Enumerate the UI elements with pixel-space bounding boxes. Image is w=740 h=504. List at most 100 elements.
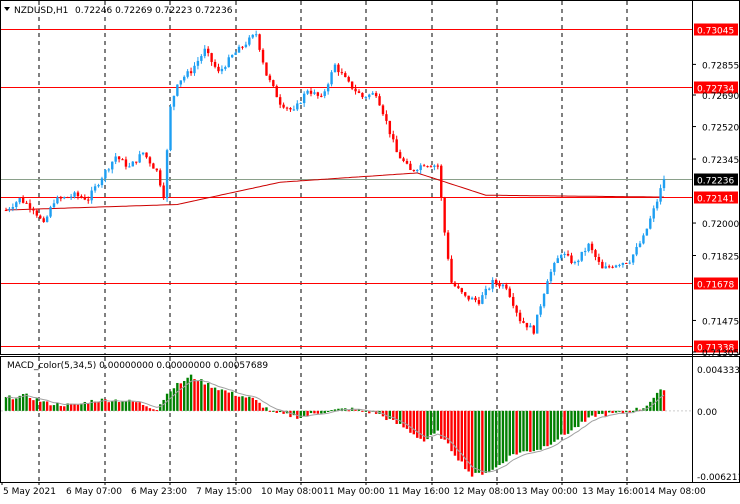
candle[interactable]	[559, 253, 563, 261]
candle[interactable]	[200, 54, 203, 64]
candle[interactable]	[254, 30, 258, 38]
candle[interactable]	[196, 57, 200, 70]
candle[interactable]	[289, 107, 292, 112]
candle[interactable]	[230, 54, 234, 59]
candle[interactable]	[635, 243, 638, 257]
candle[interactable]	[539, 304, 542, 318]
candle[interactable]	[69, 193, 73, 200]
candle[interactable]	[179, 80, 182, 87]
candle[interactable]	[11, 203, 15, 212]
candle[interactable]	[443, 196, 446, 236]
candle[interactable]	[395, 135, 398, 153]
candle[interactable]	[577, 259, 580, 266]
candle[interactable]	[532, 324, 535, 335]
candle[interactable]	[131, 160, 135, 167]
candle[interactable]	[645, 228, 649, 236]
candle[interactable]	[594, 248, 597, 261]
candle[interactable]	[248, 35, 251, 47]
candle[interactable]	[501, 283, 505, 289]
candle[interactable]	[638, 240, 642, 248]
candle[interactable]	[371, 91, 374, 95]
candle[interactable]	[535, 314, 539, 334]
candle[interactable]	[542, 292, 546, 309]
candle[interactable]	[39, 214, 42, 219]
candle[interactable]	[323, 89, 326, 99]
candle[interactable]	[258, 33, 261, 52]
candle[interactable]	[172, 95, 176, 111]
candle[interactable]	[659, 184, 662, 205]
candle[interactable]	[655, 199, 659, 211]
candle[interactable]	[529, 323, 532, 328]
candle[interactable]	[203, 45, 206, 59]
candle[interactable]	[481, 292, 484, 305]
candle[interactable]	[309, 87, 313, 97]
candle[interactable]	[330, 70, 333, 87]
candle[interactable]	[419, 163, 422, 174]
candle[interactable]	[467, 295, 470, 302]
candle[interactable]	[296, 100, 299, 112]
candle[interactable]	[505, 282, 508, 291]
candle[interactable]	[450, 255, 453, 284]
candle[interactable]	[90, 186, 93, 204]
candle[interactable]	[63, 196, 66, 200]
candle[interactable]	[446, 230, 450, 261]
candle[interactable]	[388, 120, 392, 138]
candle[interactable]	[155, 168, 158, 172]
candle[interactable]	[15, 201, 18, 211]
candle[interactable]	[49, 205, 52, 218]
candle[interactable]	[244, 41, 248, 49]
candle[interactable]	[498, 280, 501, 289]
candle[interactable]	[193, 62, 196, 76]
candle[interactable]	[642, 233, 645, 245]
candle[interactable]	[405, 158, 409, 165]
candle[interactable]	[518, 309, 522, 324]
candle[interactable]	[220, 65, 224, 75]
candle[interactable]	[217, 63, 220, 74]
candle[interactable]	[453, 280, 457, 288]
candle[interactable]	[21, 195, 25, 204]
candle[interactable]	[563, 251, 566, 259]
candle[interactable]	[162, 182, 165, 200]
candle[interactable]	[52, 199, 56, 209]
candle[interactable]	[583, 247, 587, 256]
candle[interactable]	[100, 176, 104, 188]
candle[interactable]	[234, 51, 237, 56]
candle[interactable]	[237, 44, 241, 53]
candle[interactable]	[275, 84, 278, 98]
candle[interactable]	[93, 183, 97, 193]
candle[interactable]	[440, 164, 443, 201]
candle[interactable]	[344, 71, 347, 78]
candle[interactable]	[607, 264, 611, 269]
candle[interactable]	[368, 93, 371, 100]
candle[interactable]	[183, 75, 186, 83]
candle[interactable]	[186, 69, 189, 79]
candle[interactable]	[73, 191, 76, 199]
candle[interactable]	[128, 162, 131, 168]
candle[interactable]	[549, 268, 553, 284]
candle[interactable]	[409, 160, 412, 171]
candle[interactable]	[87, 196, 90, 204]
candle[interactable]	[611, 265, 614, 269]
candle[interactable]	[464, 291, 467, 298]
candle[interactable]	[484, 285, 487, 299]
candle[interactable]	[32, 206, 35, 215]
candle[interactable]	[597, 253, 601, 265]
candle[interactable]	[378, 93, 381, 106]
candle[interactable]	[494, 278, 498, 288]
candle[interactable]	[601, 259, 604, 269]
candle[interactable]	[135, 161, 138, 165]
candle[interactable]	[398, 149, 402, 159]
candle[interactable]	[662, 175, 666, 192]
candle[interactable]	[35, 208, 39, 218]
candle[interactable]	[614, 264, 618, 268]
candle[interactable]	[354, 84, 357, 95]
candle[interactable]	[278, 94, 282, 109]
candle[interactable]	[313, 89, 316, 95]
candle[interactable]	[138, 150, 141, 164]
candle[interactable]	[556, 255, 559, 264]
candle[interactable]	[374, 91, 378, 98]
candle[interactable]	[364, 96, 368, 100]
candle[interactable]	[477, 296, 481, 306]
candle[interactable]	[56, 195, 59, 205]
